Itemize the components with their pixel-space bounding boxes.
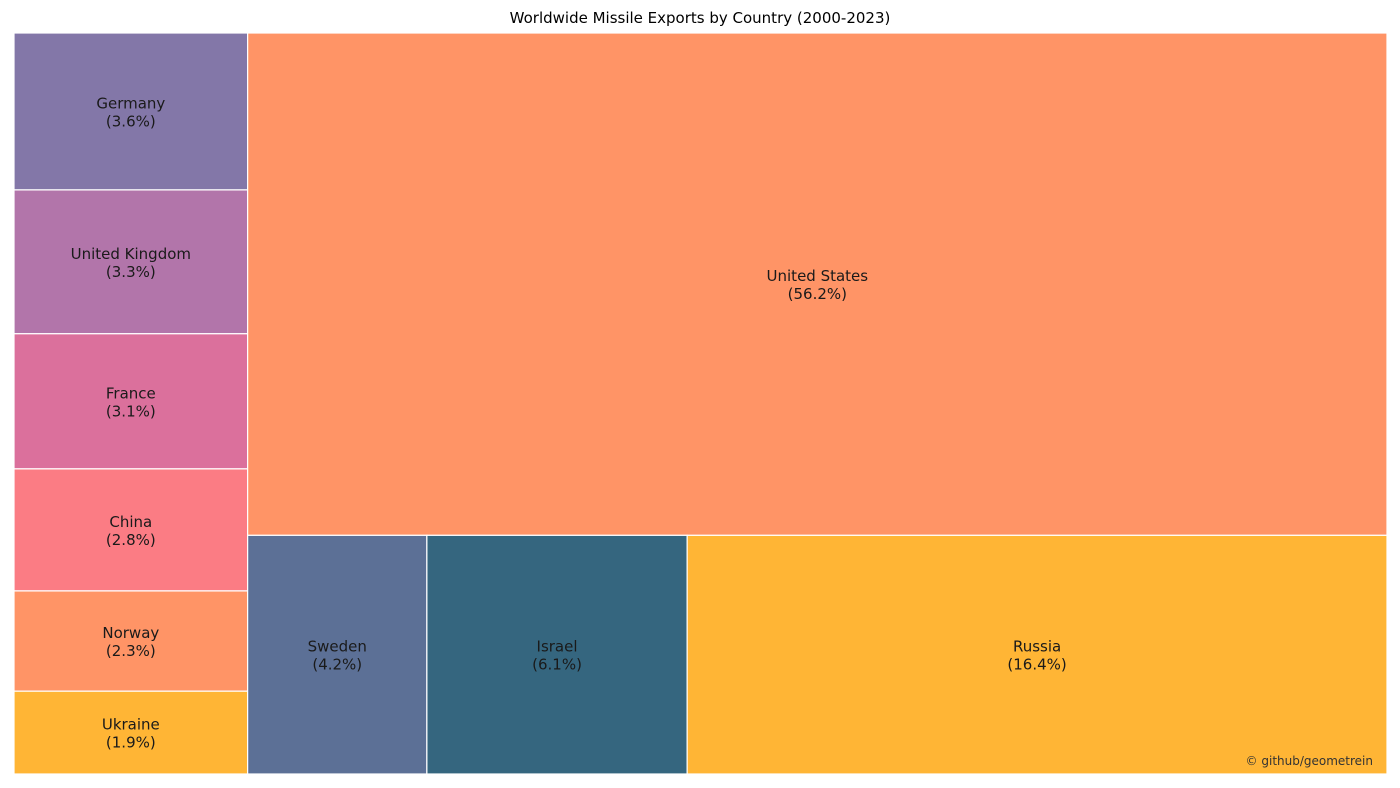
tile-percent-united-states: (56.2%) <box>788 285 847 303</box>
tile-percent-israel: (6.1%) <box>532 656 582 674</box>
tile-label-sweden: Sweden <box>308 638 367 656</box>
tile-rect-united-states <box>247 32 1388 536</box>
tile-label-russia: Russia <box>1013 638 1061 656</box>
tile-percent-ukraine: (1.9%) <box>106 734 156 752</box>
tile-percent-united-kingdom: (3.3%) <box>106 263 156 281</box>
tile-ukraine: Ukraine(1.9%) <box>13 690 249 775</box>
tile-label-china: China <box>109 513 152 531</box>
tile-rect-russia <box>686 534 1388 775</box>
tile-rect-norway <box>13 590 249 692</box>
tile-label-norway: Norway <box>102 624 159 642</box>
tile-label-united-states: United States <box>767 267 869 285</box>
tile-rect-israel <box>426 534 688 775</box>
tile-rect-ukraine <box>13 690 249 775</box>
tile-percent-norway: (2.3%) <box>106 642 156 660</box>
tile-france: France(3.1%) <box>13 333 249 470</box>
tile-united-states: United States(56.2%) <box>247 32 1388 536</box>
tile-united-kingdom: United Kingdom(3.3%) <box>13 189 249 335</box>
tile-rect-sweden <box>247 534 428 775</box>
tile-china: China(2.8%) <box>13 468 249 592</box>
tile-germany: Germany(3.6%) <box>13 32 249 191</box>
tile-percent-germany: (3.6%) <box>106 112 156 130</box>
tile-percent-sweden: (4.2%) <box>312 656 362 674</box>
tile-percent-russia: (16.4%) <box>1007 656 1066 674</box>
tile-label-united-kingdom: United Kingdom <box>71 245 191 263</box>
tile-israel: Israel(6.1%) <box>426 534 688 775</box>
tile-percent-france: (3.1%) <box>106 402 156 420</box>
tile-percent-china: (2.8%) <box>106 531 156 549</box>
tile-label-germany: Germany <box>96 94 165 112</box>
watermark-text: © github/geometrein <box>1245 754 1373 768</box>
tile-norway: Norway(2.3%) <box>13 590 249 692</box>
tile-sweden: Sweden(4.2%) <box>247 534 428 775</box>
tile-label-ukraine: Ukraine <box>102 716 160 734</box>
tile-rect-china <box>13 468 249 592</box>
tile-label-israel: Israel <box>537 638 578 656</box>
tile-label-france: France <box>106 384 156 402</box>
chart-title: Worldwide Missile Exports by Country (20… <box>509 9 891 27</box>
tile-russia: Russia(16.4%) <box>686 534 1388 775</box>
